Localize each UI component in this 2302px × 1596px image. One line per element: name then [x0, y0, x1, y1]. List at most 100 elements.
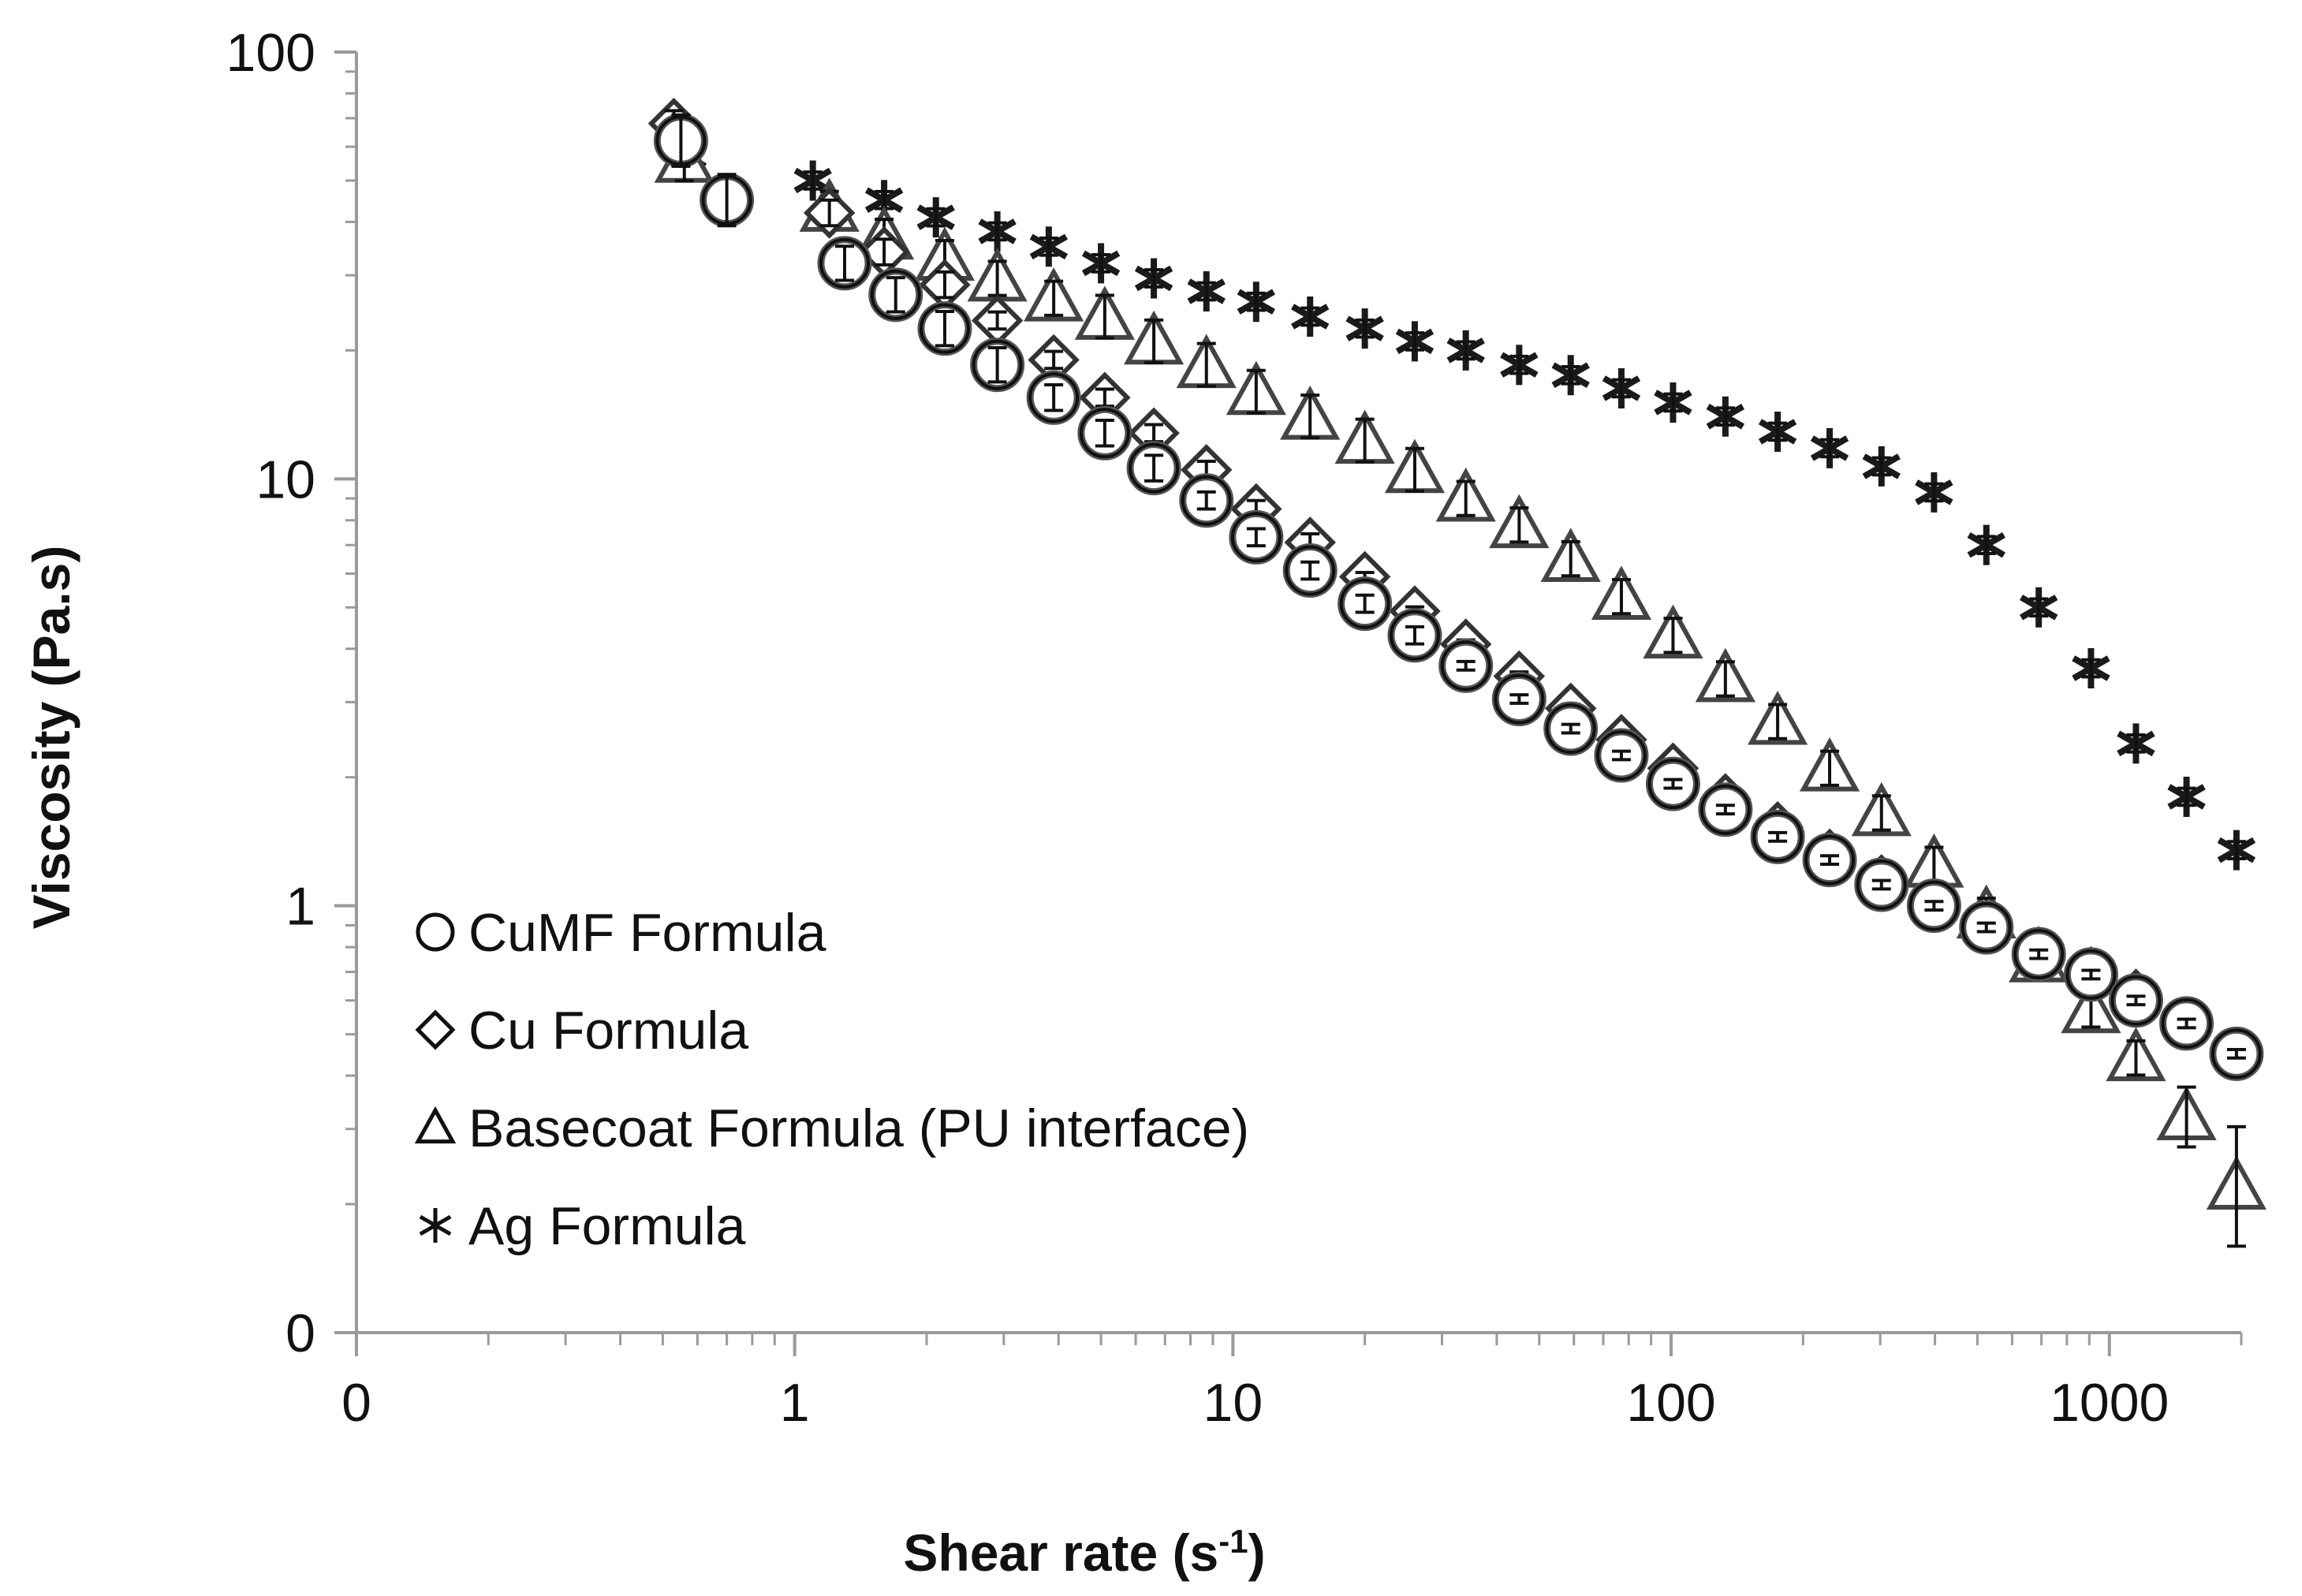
error-bar [1663, 392, 1683, 413]
error-bar [1976, 535, 1996, 556]
data-point-circle-ring [1129, 442, 1180, 494]
data-point-circle-ring [1285, 545, 1336, 596]
data-point-circle-ring [919, 303, 970, 354]
error-bar [1405, 446, 1424, 493]
error-bar [717, 173, 737, 228]
error-bar [935, 310, 954, 348]
error-bar [1044, 349, 1064, 371]
error-bar [2177, 1085, 2196, 1149]
y-tick-label: 0 [285, 1303, 315, 1363]
error-bar [1509, 693, 1529, 705]
error-bar [1871, 794, 1891, 832]
error-bar [2029, 948, 2049, 960]
error-bar [1611, 577, 1631, 616]
error-bar [1405, 331, 1424, 352]
error-bar [1976, 921, 1996, 934]
error-bar [886, 276, 905, 314]
data-point-circle-ring [1181, 475, 1232, 526]
axes: 0 1 10 100 1000 0 1 10 100 [226, 23, 2243, 1433]
error-bar [1924, 900, 1944, 912]
legend-label: CuMF Formula [468, 903, 826, 963]
error-bar [1039, 236, 1058, 257]
data-point-circle-ring [1752, 811, 1804, 863]
error-bar [2226, 1047, 2246, 1060]
error-bar [1924, 482, 1944, 503]
legend: CuMF Formula Cu Formula Basecoat Formula (… [414, 903, 1249, 1256]
error-bar [1095, 293, 1114, 340]
data-point-circle-ring [1545, 703, 1596, 755]
error-bar [1663, 617, 1683, 654]
data-point-circle-ring [1389, 610, 1440, 661]
x-axis-title: Shear rate (s-1) [903, 1523, 1265, 1583]
error-bar [1820, 854, 1840, 867]
error-bar [1561, 539, 1580, 578]
error-bar [1456, 340, 1476, 361]
series-layer [647, 97, 2267, 1248]
error-bar [803, 170, 823, 191]
error-bar [1871, 878, 1891, 891]
data-point-circle-ring [1339, 578, 1390, 629]
error-bar [1456, 479, 1476, 517]
legend-asterisk-stroke [419, 1214, 452, 1236]
error-bar [1561, 722, 1580, 735]
error-bar [1246, 291, 1266, 312]
data-point-circle-ring [2110, 975, 2162, 1026]
data-point-circle-ring [1028, 372, 1080, 423]
y-tick-label: 100 [226, 23, 315, 83]
error-bar [987, 310, 1007, 331]
data-point-circle-ring [2211, 1028, 2262, 1080]
error-bar [2226, 1124, 2246, 1248]
legend-item: Cu Formula [415, 1001, 748, 1061]
x-axis-title-main: Shear rate (s [903, 1523, 1218, 1582]
y-tick-label: 1 [285, 877, 315, 937]
error-bar [1144, 318, 1164, 364]
legend-item: CuMF Formula [416, 903, 826, 963]
error-bar [671, 113, 691, 168]
error-bar [819, 198, 839, 228]
error-bar [1144, 268, 1164, 289]
x-tick-label: 1 [780, 1373, 810, 1433]
error-bar [1300, 393, 1320, 440]
x-tick-label: 0 [341, 1373, 371, 1433]
error-bar [1561, 364, 1580, 386]
data-point-circle-ring [1961, 902, 2012, 953]
legend-label: Basecoat Formula (PU interface) [468, 1098, 1249, 1158]
data-point-circle-ring [870, 269, 921, 320]
x-tick-label: 1000 [2050, 1373, 2169, 1433]
error-bar [2226, 840, 2246, 860]
error-bar [1663, 777, 1683, 790]
series-asterisk [668, 136, 2256, 871]
legend-item: Ag Formula [419, 1196, 746, 1256]
error-bar [2081, 658, 2101, 679]
data-point-circle-ring [1699, 784, 1751, 835]
error-bar [1091, 253, 1111, 274]
legend-asterisk-icon [419, 1208, 452, 1243]
error-bar [1300, 560, 1320, 581]
error-bar [987, 221, 1007, 242]
error-bar [875, 237, 894, 267]
error-bar [1456, 659, 1476, 672]
error-bar [1405, 625, 1424, 646]
data-point-circle-ring [1908, 880, 1960, 931]
data-point-circle-ring [1079, 408, 1130, 459]
error-bar [1044, 383, 1064, 412]
data-point-circle-ring [1440, 640, 1491, 692]
x-tick-label: 100 [1626, 1373, 1715, 1433]
error-bar [1300, 306, 1320, 327]
data-point-circle-ring [1647, 759, 1699, 810]
error-bar [987, 346, 1007, 384]
error-bar [1715, 660, 1735, 698]
data-point-circle-ring [1595, 730, 1647, 781]
data-point-circle-ring [819, 237, 870, 289]
error-bar [1355, 417, 1375, 464]
x-tick-label: 10 [1203, 1373, 1263, 1433]
legend-triangle-icon [414, 1106, 457, 1144]
legend-item: Basecoat Formula (PU interface) [414, 1098, 1249, 1158]
error-bar [1246, 368, 1266, 415]
legend-circle-icon [416, 912, 455, 952]
error-bar [1820, 438, 1840, 459]
error-bar [2126, 1039, 2146, 1077]
y-tick-label: 10 [256, 449, 315, 509]
error-bar [2177, 786, 2196, 807]
